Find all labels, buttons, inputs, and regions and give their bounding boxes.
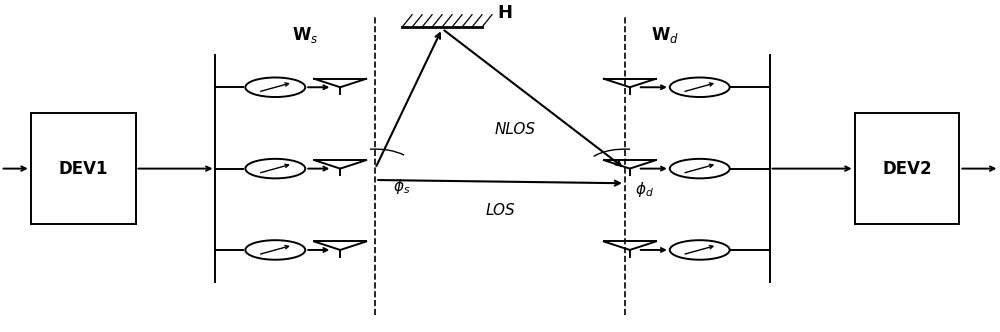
Text: $\mathbf{W}_s$: $\mathbf{W}_s$ (292, 25, 318, 45)
Bar (855, 113, 959, 224)
Text: $\phi_d$: $\phi_d$ (635, 180, 654, 199)
Text: $\mathbf{W}_d$: $\mathbf{W}_d$ (651, 25, 679, 45)
Text: DEV2: DEV2 (882, 160, 932, 178)
Text: LOS: LOS (485, 204, 515, 218)
Text: $\phi_s$: $\phi_s$ (393, 177, 411, 196)
Text: DEV1: DEV1 (58, 160, 108, 178)
Bar (31, 113, 136, 224)
Text: NLOS: NLOS (494, 122, 535, 137)
Text: H: H (497, 4, 512, 22)
